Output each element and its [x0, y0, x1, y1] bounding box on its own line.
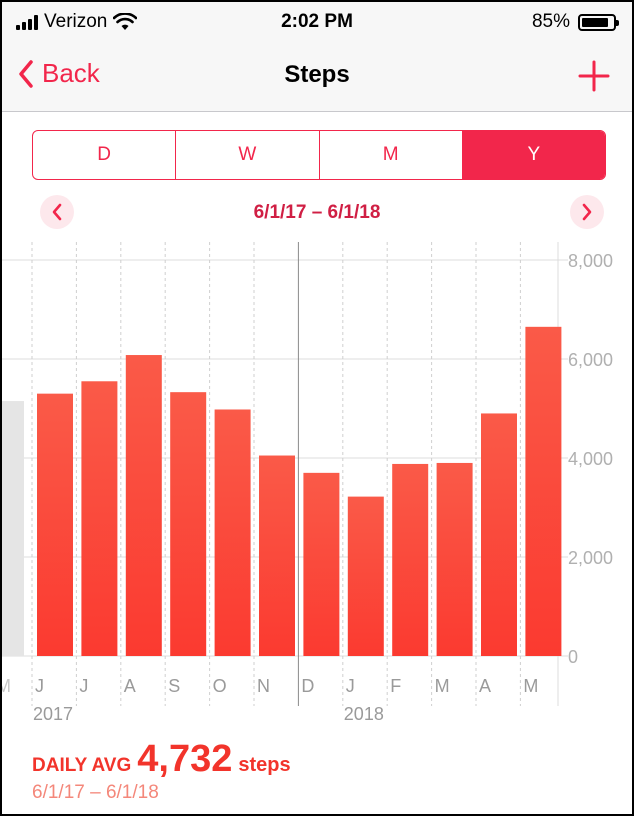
segment-week[interactable]: W — [176, 131, 320, 179]
bar-0 — [37, 393, 73, 656]
x-tick-label: O — [213, 676, 227, 696]
signal-icon — [16, 14, 38, 30]
back-label: Back — [42, 58, 100, 88]
daily-average-range: 6/1/17 – 6/1/18 — [32, 782, 159, 803]
segment-month[interactable]: M — [320, 131, 463, 179]
date-range-label: 6/1/17 – 6/1/18 — [253, 202, 381, 223]
daily-average-unit: steps — [238, 754, 291, 776]
nav-bar: Back Steps — [2, 42, 632, 112]
battery-icon — [578, 13, 619, 31]
carrier: Verizon — [16, 11, 138, 33]
chevron-left-icon — [52, 203, 62, 221]
bar-9 — [436, 462, 473, 656]
y-tick-label: 4,000 — [568, 449, 613, 469]
battery: 85% — [531, 11, 619, 33]
x-tick-label: A — [124, 676, 136, 696]
x-tick-label: A — [479, 676, 491, 696]
y-tick-label: 2,000 — [568, 548, 613, 568]
plus-icon — [578, 60, 610, 92]
bar-partial-previous — [2, 401, 24, 656]
next-range-button[interactable] — [570, 195, 604, 229]
bar-10 — [481, 413, 517, 656]
y-tick-label: 6,000 — [568, 350, 613, 370]
x-tick-label: F — [390, 676, 401, 696]
segment-day[interactable]: D — [33, 131, 177, 179]
y-tick-label: 0 — [568, 647, 578, 667]
status-time: 2:02 PM — [281, 11, 353, 32]
x-tick-label: S — [168, 676, 180, 696]
back-button[interactable]: Back — [18, 58, 100, 89]
chevron-left-icon — [19, 59, 33, 88]
bar-5 — [259, 455, 295, 656]
x-tick-label-partial: M — [2, 676, 11, 696]
year-label: 2017 — [33, 704, 73, 724]
battery-percent: 85% — [531, 11, 570, 32]
x-tick-label: J — [346, 676, 355, 696]
bar-6 — [303, 472, 340, 656]
bar-8 — [392, 463, 429, 656]
year-label: 2018 — [344, 704, 384, 724]
daily-average: DAILY AVG 4,732 steps — [32, 738, 291, 781]
carrier-label: Verizon — [44, 11, 108, 32]
x-tick-label: N — [257, 676, 270, 696]
y-tick-label: 8,000 — [568, 251, 613, 271]
x-tick-label: J — [35, 676, 44, 696]
daily-average-value: 4,732 — [137, 738, 233, 780]
daily-average-label: DAILY AVG — [32, 755, 132, 776]
bar-4 — [214, 409, 251, 656]
wifi-icon — [113, 13, 138, 30]
add-data-button[interactable] — [578, 60, 610, 97]
bar-3 — [170, 392, 207, 656]
x-tick-label: D — [301, 676, 314, 696]
page-title: Steps — [284, 61, 350, 88]
chevron-right-icon — [582, 203, 592, 221]
x-tick-label: J — [79, 676, 88, 696]
steps-bar-chart: 0 2,000 4,000 6,000 8,000 M J J A S O N D J F M A M 2017 20… — [2, 242, 613, 724]
bar-2 — [125, 355, 162, 656]
x-tick-label: M — [523, 676, 538, 696]
period-segmented-control: D W M Y — [32, 130, 606, 180]
bar-7 — [347, 496, 384, 656]
bar-11 — [525, 326, 562, 656]
previous-range-button[interactable] — [40, 195, 74, 229]
segment-year[interactable]: Y — [462, 131, 605, 179]
status-bar: Verizon 2:02 PM 85% — [2, 2, 632, 42]
bar-1 — [81, 381, 118, 656]
x-tick-label: M — [435, 676, 450, 696]
